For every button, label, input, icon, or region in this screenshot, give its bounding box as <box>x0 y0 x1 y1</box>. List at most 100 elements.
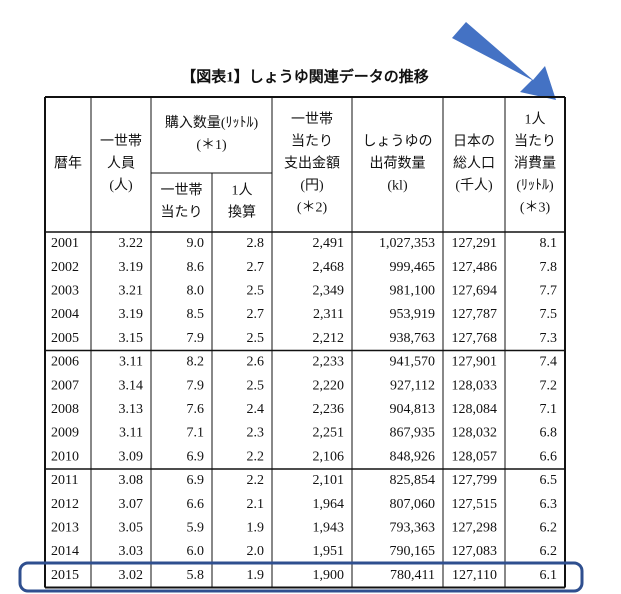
cell: 5.9 <box>187 520 205 535</box>
cell: 3.11 <box>119 426 143 441</box>
cell: 6.9 <box>187 473 205 488</box>
cell: 6.2 <box>540 544 558 559</box>
cell: 2.6 <box>247 355 265 370</box>
cell: 7.6 <box>187 402 205 417</box>
cell: 3.02 <box>119 568 144 583</box>
year-cell: 2014 <box>51 544 79 559</box>
header-text: 換算 <box>228 205 256 221</box>
cell: 2.1 <box>247 497 265 512</box>
cell: 825,854 <box>390 473 436 488</box>
cell: 7.2 <box>540 378 558 393</box>
cell: 6.1 <box>540 568 558 583</box>
header-text: (＊1) <box>196 138 227 153</box>
cell: 127,298 <box>452 520 498 535</box>
year-cell: 2001 <box>51 236 79 251</box>
cell: 8.1 <box>540 236 558 251</box>
cell: 2,220 <box>313 378 345 393</box>
header-text: 購入数量(ﾘｯﾄﾙ) <box>165 115 259 131</box>
year-cell: 2013 <box>51 520 79 535</box>
cell: 981,100 <box>390 283 436 298</box>
cell: 7.1 <box>187 426 205 441</box>
cell: 1,900 <box>313 568 345 583</box>
header-text: 消費量 <box>514 156 556 172</box>
cell: 128,084 <box>452 402 498 417</box>
header-text: 支出金額 <box>284 156 340 172</box>
cell: 2,233 <box>313 355 345 370</box>
header-text: 1人 <box>525 112 546 128</box>
cell: 127,291 <box>452 236 498 251</box>
cell: 6.0 <box>187 544 205 559</box>
cell: 3.07 <box>119 497 144 512</box>
cell: 2.5 <box>247 283 265 298</box>
header-text: 一世帯 <box>291 112 333 128</box>
cell: 7.7 <box>540 283 558 298</box>
cell: 128,057 <box>452 449 498 464</box>
cell: 6.8 <box>540 426 558 441</box>
cell: 2,251 <box>313 426 345 441</box>
header-text: (人) <box>109 178 133 194</box>
cell: 1,964 <box>313 497 345 512</box>
year-cell: 2007 <box>51 378 79 393</box>
cell: 127,768 <box>452 331 498 346</box>
cell: 1,943 <box>313 520 345 535</box>
cell: 1,951 <box>313 544 345 559</box>
year-cell: 2010 <box>51 449 79 464</box>
cell: 8.6 <box>187 260 205 275</box>
cell: 3.03 <box>119 544 144 559</box>
cell: 127,110 <box>452 568 497 583</box>
year-cell: 2002 <box>51 260 79 275</box>
cell: 790,165 <box>390 544 436 559</box>
cell: 938,763 <box>390 331 436 346</box>
cell: 7.5 <box>540 307 558 322</box>
cell: 8.5 <box>187 307 205 322</box>
cell: 3.11 <box>119 355 143 370</box>
header-text: (kl) <box>387 179 408 194</box>
year-cell: 2006 <box>51 355 79 370</box>
cell: 2,236 <box>313 402 345 417</box>
cell: 8.2 <box>187 355 205 370</box>
cell: 5.8 <box>187 568 205 583</box>
cell: 3.22 <box>119 236 144 251</box>
cell: 2,101 <box>313 473 345 488</box>
year-cell: 2003 <box>51 283 79 298</box>
cell: 128,033 <box>452 378 498 393</box>
header-text: 当たり <box>514 134 556 150</box>
cell: 3.15 <box>119 331 144 346</box>
header-text: 一世帯 <box>161 183 203 199</box>
year-cell: 2004 <box>51 307 79 322</box>
cell: 2.5 <box>247 331 265 346</box>
cell: 2.2 <box>247 473 265 488</box>
cell: 2.3 <box>247 426 265 441</box>
cell: 2.7 <box>247 307 265 322</box>
cell: 7.9 <box>187 378 205 393</box>
cell: 127,486 <box>452 260 498 275</box>
cell: 128,032 <box>452 426 498 441</box>
cell: 848,926 <box>390 449 436 464</box>
cell: 127,694 <box>452 283 498 298</box>
highlight-box <box>18 561 584 593</box>
cell: 2,311 <box>313 307 344 322</box>
cell: 3.08 <box>119 473 144 488</box>
cell: 1,027,353 <box>379 236 435 251</box>
cell: 9.0 <box>187 236 205 251</box>
cell: 904,813 <box>390 402 436 417</box>
cell: 2.4 <box>247 402 265 417</box>
header-text: (ﾘｯﾄﾙ) <box>516 179 554 194</box>
cell: 2.2 <box>247 449 265 464</box>
header-text: 1人 <box>232 183 253 199</box>
cell: 927,112 <box>390 378 435 393</box>
cell: 2.8 <box>247 236 265 251</box>
grid <box>44 96 566 589</box>
year-cell: 2008 <box>51 402 79 417</box>
header-text: 暦年 <box>54 156 82 172</box>
cell: 941,570 <box>390 355 436 370</box>
cell: 127,901 <box>452 355 498 370</box>
cell: 127,515 <box>452 497 498 512</box>
year-cell: 2011 <box>51 473 78 488</box>
cell: 7.9 <box>187 331 205 346</box>
cell: 2.5 <box>247 378 265 393</box>
year-cell: 2012 <box>51 497 79 512</box>
header-text: 出荷数量 <box>370 156 426 172</box>
cell: 6.5 <box>540 473 558 488</box>
